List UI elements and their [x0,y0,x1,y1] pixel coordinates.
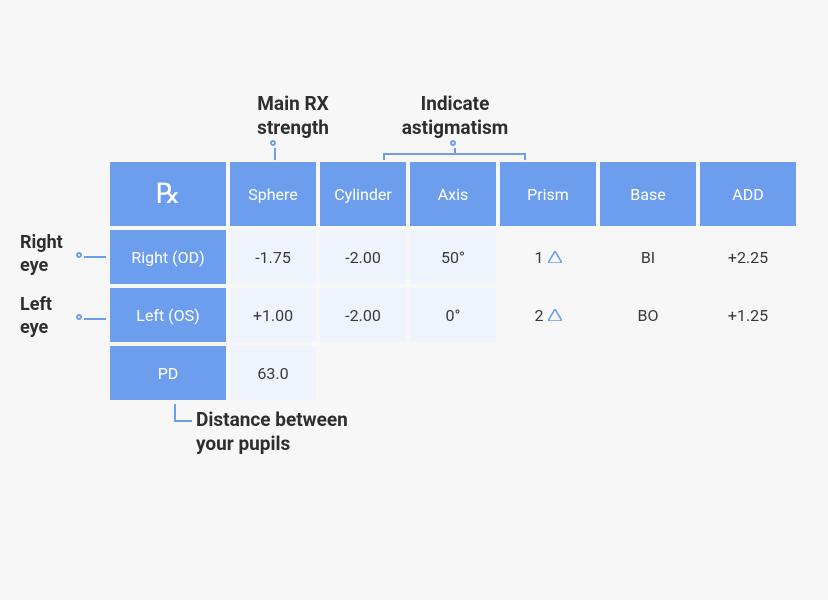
header-base: Base [598,160,698,228]
connector-dot [450,140,456,146]
header-add-label: ADD [732,185,763,204]
cell-right-cylinder: -2.00 [318,228,408,286]
annot-astig-l1: Indicate [421,92,490,115]
val-left-cylinder: -2.00 [345,306,381,325]
connector-line [383,153,385,160]
val-right-prism: 1 [535,248,544,267]
cell-left-cylinder: -2.00 [318,286,408,344]
cell-left-sphere: +1.00 [228,286,318,344]
cell-right-base: BI [598,228,698,286]
val-right-add: +2.25 [728,248,768,267]
row-right-label: Right (OD) [108,228,228,286]
annot-right-eye-l2: eye [20,255,48,276]
header-prism: Prism [498,160,598,228]
connector-dot [76,252,82,258]
header-axis-label: Axis [438,185,469,204]
annot-left-eye-l2: eye [20,317,48,338]
cell-right-axis: 50° [408,228,498,286]
val-left-axis: 0° [446,306,461,325]
connector-dot [270,140,276,146]
connector-line [84,256,106,258]
cell-right-sphere: -1.75 [228,228,318,286]
annot-pd: Distance between your pupils [196,408,436,456]
row-pd-label: PD [108,344,228,402]
annot-astigmatism: Indicate astigmatism [370,92,540,140]
header-add: ADD [698,160,798,228]
annot-pd-l2: your pupils [196,432,290,455]
header-axis: Axis [408,160,498,228]
annot-right-eye: Right eye [20,232,78,277]
header-cylinder-label: Cylinder [334,185,392,204]
annot-main-rx-l1: Main RX [257,92,328,115]
connector-line [274,148,276,160]
row-left-label: Left (OS) [108,286,228,344]
prism-triangle-icon [548,251,562,263]
cell-right-add: +2.25 [698,228,798,286]
annot-main-rx: Main RX strength [228,92,358,140]
connector-line [383,153,526,155]
header-rx: ℞ [108,160,228,228]
header-prism-label: Prism [527,185,569,204]
val-right-axis: 50° [441,248,465,267]
val-right-cylinder: -2.00 [345,248,381,267]
val-pd: 63.0 [257,364,288,383]
val-left-prism: 2 [535,306,544,325]
row-right-label-text: Right (OD) [131,248,204,267]
rx-symbol: ℞ [155,177,180,211]
cell-left-base: BO [598,286,698,344]
cell-right-prism: 1 [498,228,598,286]
diagram-canvas: Main RX strength Indicate astigmatism Ri… [0,0,828,600]
connector-line [524,153,526,160]
val-right-base: BI [641,248,655,267]
val-left-sphere: +1.00 [253,306,293,325]
annot-right-eye-l1: Right [20,232,63,253]
val-right-sphere: -1.75 [255,248,291,267]
row-left-label-text: Left (OS) [136,306,199,325]
cell-left-prism: 2 [498,286,598,344]
cell-left-axis: 0° [408,286,498,344]
annot-left-eye-l1: Left [20,294,52,315]
annot-astig-l2: astigmatism [402,116,509,139]
prism-triangle-icon [548,309,562,321]
connector-dot [76,314,82,320]
annot-main-rx-l2: strength [257,116,329,139]
connector-line [84,318,106,320]
header-sphere-label: Sphere [248,185,298,204]
cell-pd-value: 63.0 [228,344,318,402]
annot-pd-l1: Distance between [196,408,348,431]
row-pd-label-text: PD [158,364,179,383]
connector-line [174,420,192,422]
val-left-add: +1.25 [728,306,768,325]
annot-left-eye: Left eye [20,294,78,339]
header-base-label: Base [630,185,665,204]
header-cylinder: Cylinder [318,160,408,228]
cell-left-add: +1.25 [698,286,798,344]
header-sphere: Sphere [228,160,318,228]
val-left-base: BO [638,306,659,325]
